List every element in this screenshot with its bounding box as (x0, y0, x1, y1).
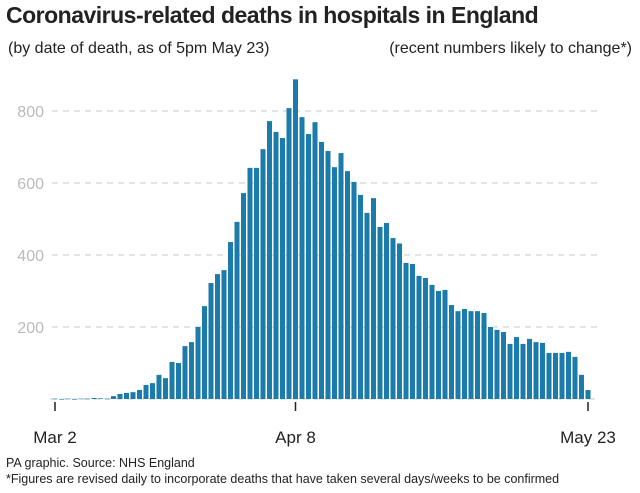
bar (65, 398, 71, 400)
bar (189, 342, 194, 399)
bar (546, 352, 552, 399)
bar (150, 383, 155, 399)
bar (163, 378, 168, 399)
bar (397, 243, 402, 399)
bar (371, 198, 376, 399)
bar (494, 329, 500, 399)
bar (520, 343, 526, 399)
bar (228, 242, 233, 399)
bar (358, 194, 363, 399)
y-tick-label: 600 (17, 176, 44, 193)
subtitle-left: (by date of death, as of 5pm May 23) (8, 40, 270, 57)
bar (124, 392, 129, 399)
y-tick-label: 200 (17, 320, 44, 337)
bar (241, 193, 246, 399)
bar (221, 270, 227, 399)
bar (306, 134, 311, 400)
y-tick-label: 800 (17, 104, 44, 121)
bar (299, 117, 305, 400)
bar (319, 141, 324, 399)
bar (559, 352, 565, 399)
bar (377, 226, 383, 399)
bar (59, 399, 64, 400)
bar (195, 327, 201, 399)
bar (403, 262, 409, 399)
bar (208, 283, 214, 399)
bar (286, 108, 292, 400)
bar (416, 275, 422, 399)
bar (247, 167, 253, 399)
bar (325, 150, 331, 399)
bar (345, 171, 350, 399)
bar (540, 342, 545, 399)
bar (481, 312, 487, 399)
bar (280, 138, 285, 399)
bar (507, 343, 513, 399)
bar (202, 306, 207, 399)
bar (423, 278, 428, 399)
bar (156, 374, 162, 399)
bar (585, 390, 591, 399)
bar (468, 311, 474, 399)
bar (566, 351, 571, 399)
chart-title: Coronavirus-related deaths in hospitals … (6, 2, 539, 28)
bar (384, 222, 389, 399)
bar (475, 311, 480, 399)
bar (293, 79, 298, 399)
bar (72, 399, 77, 400)
bar (182, 346, 188, 399)
bar (143, 384, 149, 399)
bar (553, 352, 558, 399)
bar (455, 311, 461, 399)
bar (137, 390, 142, 399)
bar (572, 356, 578, 399)
bar (91, 397, 97, 399)
bar (527, 338, 532, 399)
bar (85, 398, 90, 400)
bar (273, 131, 279, 399)
bar (111, 396, 116, 399)
bar (52, 398, 58, 400)
bar (332, 167, 337, 399)
bar (234, 221, 240, 399)
bar (501, 332, 506, 399)
bar (390, 238, 396, 399)
bar (436, 291, 441, 399)
bar (442, 289, 448, 399)
y-tick-label: 400 (17, 248, 44, 265)
bar (98, 398, 103, 399)
bar (338, 153, 344, 399)
bar (267, 121, 272, 399)
bar (410, 264, 415, 399)
bar (117, 393, 123, 399)
bar (260, 149, 266, 399)
bar (176, 363, 181, 399)
bar (169, 361, 175, 399)
footer-note: *Figures are revised daily to incorporat… (6, 472, 560, 486)
bar (215, 274, 220, 399)
bar (312, 122, 318, 399)
bar (533, 342, 539, 399)
footer-source: PA graphic. Source: NHS England (6, 456, 195, 470)
bar (514, 337, 519, 399)
bar (130, 392, 136, 399)
bar (429, 284, 435, 399)
x-tick-label: May 23 (560, 428, 616, 447)
subtitle-right: (recent numbers likely to change*) (389, 40, 632, 57)
x-tick-label: Apr 8 (275, 428, 316, 447)
bar (579, 374, 584, 399)
bar (104, 398, 110, 400)
bar (351, 181, 357, 399)
bar (488, 327, 493, 399)
bar (78, 398, 84, 400)
bar (449, 305, 454, 399)
bar (364, 212, 370, 399)
bar (462, 309, 467, 399)
bar (254, 167, 259, 399)
x-tick-label: Mar 2 (33, 428, 76, 447)
